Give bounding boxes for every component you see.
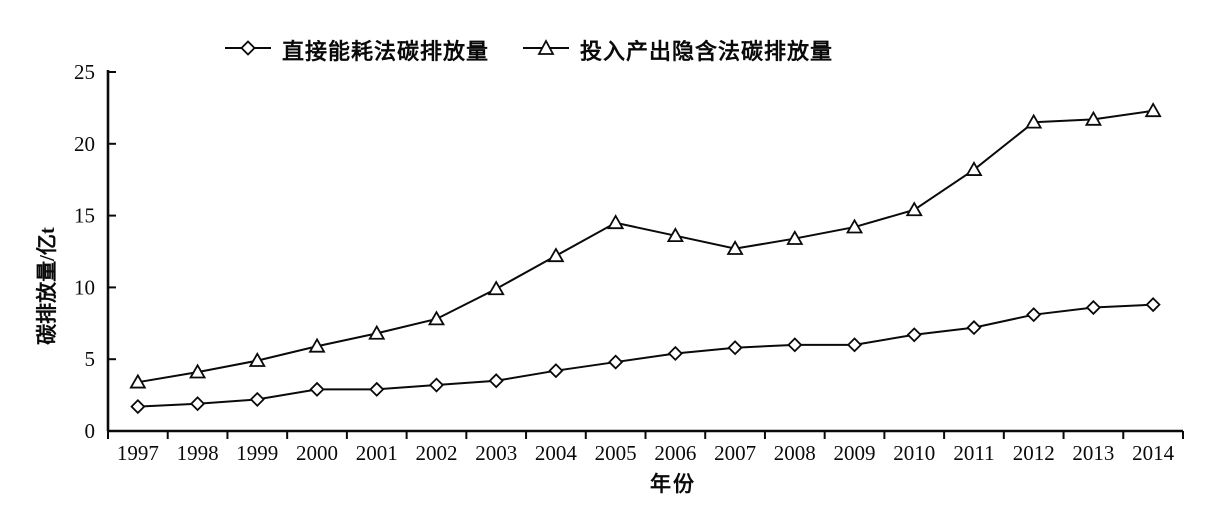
marker-diamond: [1085, 299, 1101, 316]
y-axis-tick-label: 25: [74, 60, 95, 84]
marker-diamond: [667, 345, 683, 362]
x-axis-tick-label: 2001: [356, 441, 398, 465]
x-axis-tick-label: 2005: [595, 441, 637, 465]
marker-triangle: [189, 363, 207, 379]
marker-triangle: [1084, 110, 1102, 126]
x-axis-tick-label: 1998: [177, 441, 219, 465]
x-axis-tick-label: 1999: [236, 441, 278, 465]
x-axis-title: 年份: [650, 472, 696, 496]
y-axis-tick-label: 0: [85, 419, 96, 443]
y-axis-tick-label: 5: [85, 347, 96, 371]
legend-label-direct-energy: 直接能耗法碳排放量: [282, 39, 490, 64]
x-axis-tick-label: 2012: [1013, 441, 1055, 465]
series-line-direct-energy: [137, 303, 1154, 408]
x-axis-tick-label: 2004: [535, 441, 578, 465]
diamond-marker-icon: [225, 39, 271, 62]
marker-diamond: [428, 377, 445, 393]
marker-triangle: [427, 310, 446, 326]
y-axis-tick-label: 10: [74, 275, 95, 299]
x-axis-tick-label: 2010: [893, 441, 935, 465]
marker-triangle: [1144, 102, 1162, 118]
marker-triangle: [965, 161, 983, 176]
marker-diamond: [906, 327, 922, 343]
marker-triangle: [547, 247, 565, 263]
marker-triangle: [487, 280, 505, 296]
triangle-marker-icon: [523, 38, 570, 62]
legend-item-input-output: 投入产出隐含法碳排放量: [523, 34, 833, 66]
marker-triangle: [905, 201, 923, 217]
marker-triangle: [1025, 113, 1043, 129]
x-axis-tick-label: 2002: [415, 441, 457, 465]
marker-triangle: [786, 229, 804, 245]
marker-diamond: [548, 363, 564, 379]
y-axis-tick-label: 15: [74, 204, 95, 228]
legend-item-direct-energy: 直接能耗法碳排放量: [225, 34, 489, 66]
marker-triangle: [726, 240, 744, 255]
x-axis-tick-label: 2014: [1132, 441, 1175, 465]
y-axis-title: 碳排放量/亿t: [35, 227, 59, 345]
x-axis-tick-label: 2013: [1072, 441, 1114, 465]
marker-diamond: [1145, 297, 1161, 313]
x-axis-tick-label: 1997: [117, 441, 159, 465]
x-axis-tick-label: 2003: [475, 441, 517, 465]
y-axis-tick-label: 20: [74, 132, 95, 156]
marker-triangle: [607, 214, 625, 230]
marker-diamond: [608, 354, 624, 370]
series-line-input-output: [137, 109, 1154, 384]
marker-triangle: [666, 227, 684, 243]
marker-diamond: [966, 320, 982, 336]
marker-triangle: [368, 324, 386, 340]
x-axis-tick-label: 2009: [834, 441, 876, 465]
marker-diamond: [727, 340, 743, 356]
x-axis-tick-label: 2006: [654, 441, 696, 465]
marker-diamond: [190, 396, 206, 412]
marker-diamond: [130, 399, 146, 415]
marker-diamond: [846, 337, 863, 353]
marker-triangle: [129, 373, 147, 389]
x-axis-tick-label: 2000: [296, 441, 338, 465]
marker-diamond: [488, 373, 504, 389]
legend-label-input-output: 投入产出隐含法碳排放量: [580, 39, 834, 64]
chart-legend: 直接能耗法碳排放量 投入产出隐含法碳排放量: [225, 34, 833, 66]
x-axis-tick-label: 2011: [953, 441, 994, 465]
marker-diamond: [787, 337, 803, 353]
marker-diamond: [249, 391, 265, 407]
marker-diamond: [1026, 307, 1042, 323]
marker-diamond: [309, 381, 325, 397]
marker-diamond: [369, 381, 385, 397]
marker-triangle: [248, 352, 266, 367]
marker-triangle: [845, 218, 864, 234]
x-axis-tick-label: 2008: [774, 441, 816, 465]
marker-triangle: [308, 337, 326, 353]
x-axis-tick-label: 2007: [714, 441, 756, 465]
